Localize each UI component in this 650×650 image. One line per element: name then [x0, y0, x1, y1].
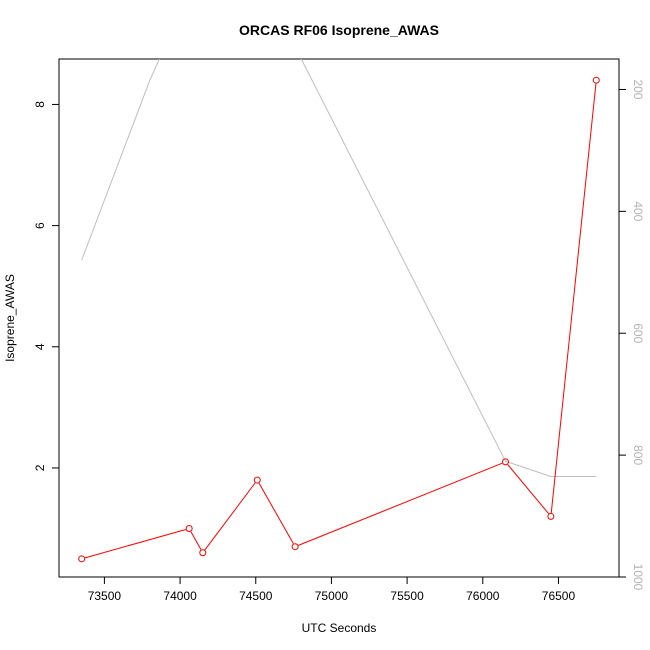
series-0-segment	[84, 529, 186, 559]
y-tick-label: 8	[33, 101, 47, 108]
series-0-segment	[550, 83, 597, 513]
series-1-line	[81, 59, 597, 477]
data-point	[253, 476, 261, 484]
data-point	[501, 458, 509, 466]
series-layer	[78, 59, 600, 563]
x-tick-label: 76000	[466, 589, 500, 603]
data-point	[592, 76, 600, 84]
chart-title: ORCAS RF06 Isoprene_AWAS	[239, 22, 439, 38]
x-tick-label: 75500	[390, 589, 424, 603]
x-tick-label: 75000	[315, 589, 349, 603]
y2-tick-label: 200	[631, 79, 645, 99]
y-axis-left: 2 4 6 8	[33, 101, 59, 471]
y-tick-label: 4	[33, 343, 47, 350]
series-0-segment	[298, 462, 503, 546]
data-point	[291, 543, 299, 551]
y-axis-right: 200 400 600 800 1000	[619, 79, 645, 591]
y-tick-label: 6	[33, 222, 47, 229]
plot-frame	[58, 58, 620, 578]
y2-tick-label: 1000	[631, 564, 645, 591]
x-tick-label: 74000	[163, 589, 197, 603]
y2-tick-label: 400	[631, 201, 645, 221]
x-tick-label: 76500	[542, 589, 576, 603]
data-point	[199, 549, 207, 557]
data-point	[547, 512, 555, 520]
data-point	[185, 525, 193, 533]
y2-tick-label: 800	[631, 445, 645, 465]
y-tick-label: 2	[33, 464, 47, 471]
x-axis-label: UTC Seconds	[302, 621, 377, 635]
y-axis-label: Isoprene_AWAS	[3, 274, 17, 362]
x-axis: 73500 74000 74500 75000 75500 76000 76500	[88, 577, 576, 603]
series-0-segment	[507, 464, 550, 515]
series-0-segment	[258, 482, 294, 544]
y2-tick-label: 600	[631, 323, 645, 343]
series-0-segment	[190, 531, 202, 550]
data-point	[78, 555, 86, 563]
x-tick-label: 74500	[239, 589, 273, 603]
series-0-segment	[204, 482, 256, 551]
x-tick-label: 73500	[88, 589, 122, 603]
